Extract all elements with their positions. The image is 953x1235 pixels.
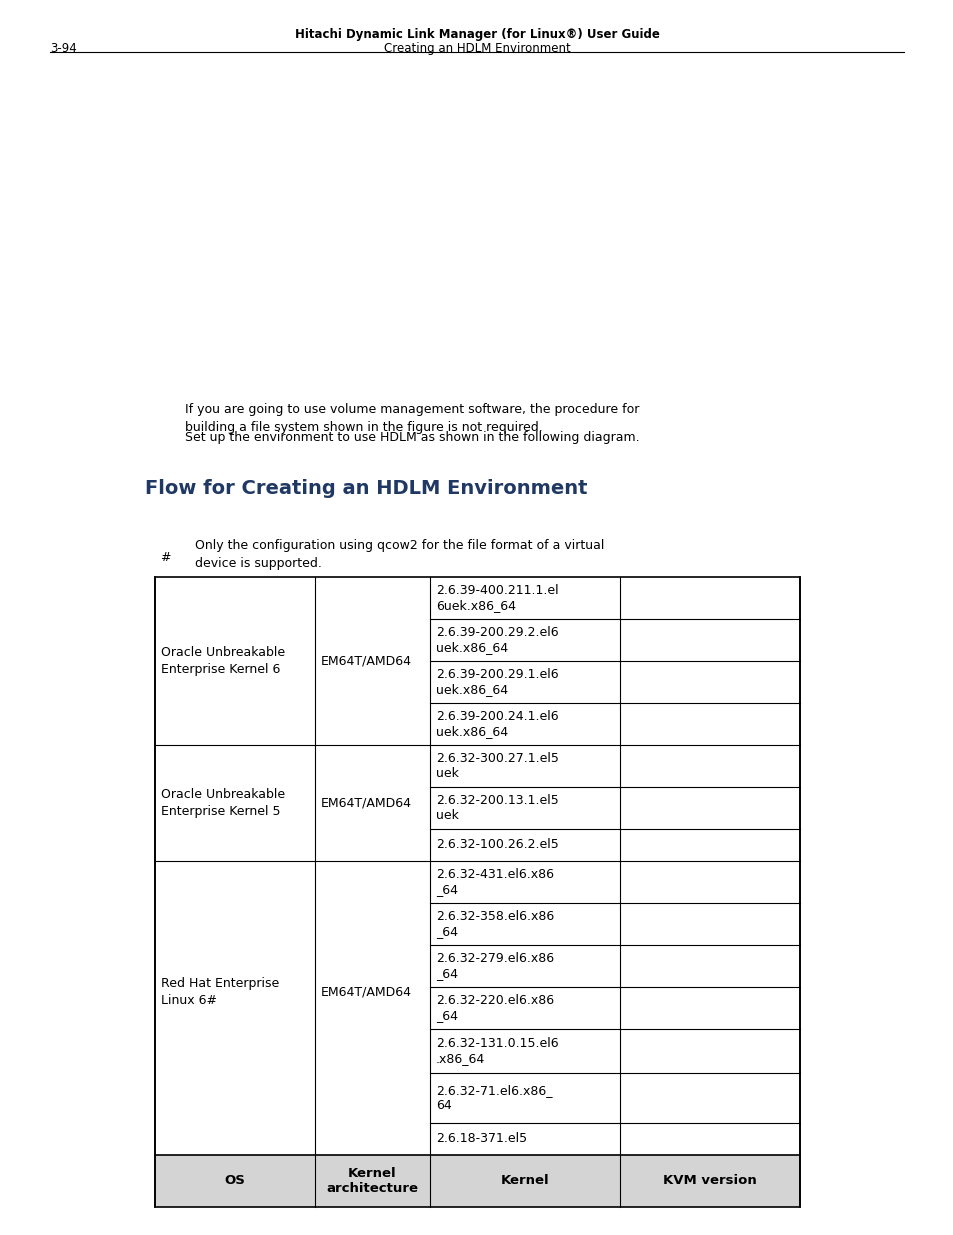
Text: 2.6.32-431.el6.x86
_64: 2.6.32-431.el6.x86 _64 bbox=[436, 868, 554, 897]
Text: 2.6.39-200.24.1.el6
uek.x86_64: 2.6.39-200.24.1.el6 uek.x86_64 bbox=[436, 710, 558, 739]
Bar bbox=[154, 1155, 800, 1207]
Text: Set up the environment to use HDLM as shown in the following diagram.: Set up the environment to use HDLM as sh… bbox=[185, 431, 639, 445]
Text: 2.6.32-279.el6.x86
_64: 2.6.32-279.el6.x86 _64 bbox=[436, 952, 554, 981]
Text: #: # bbox=[160, 551, 171, 564]
Text: 2.6.18-371.el5: 2.6.18-371.el5 bbox=[436, 1132, 527, 1146]
Text: 3-94: 3-94 bbox=[50, 42, 76, 56]
Text: Creating an HDLM Environment: Creating an HDLM Environment bbox=[383, 42, 570, 56]
Text: Only the configuration using qcow2 for the file format of a virtual
device is su: Only the configuration using qcow2 for t… bbox=[194, 538, 604, 571]
Text: 2.6.32-220.el6.x86
_64: 2.6.32-220.el6.x86 _64 bbox=[436, 994, 554, 1023]
Text: Oracle Unbreakable
Enterprise Kernel 6: Oracle Unbreakable Enterprise Kernel 6 bbox=[161, 646, 285, 676]
Text: 2.6.32-71.el6.x86_
64: 2.6.32-71.el6.x86_ 64 bbox=[436, 1084, 552, 1112]
Text: OS: OS bbox=[224, 1174, 245, 1188]
Text: Hitachi Dynamic Link Manager (for Linux®) User Guide: Hitachi Dynamic Link Manager (for Linux®… bbox=[294, 28, 659, 41]
Text: 2.6.39-200.29.2.el6
uek.x86_64: 2.6.39-200.29.2.el6 uek.x86_64 bbox=[436, 626, 558, 655]
Text: EM64T/AMD64: EM64T/AMD64 bbox=[320, 655, 412, 667]
Text: 2.6.32-131.0.15.el6
.x86_64: 2.6.32-131.0.15.el6 .x86_64 bbox=[436, 1037, 558, 1065]
Text: EM64T/AMD64: EM64T/AMD64 bbox=[320, 986, 412, 999]
Bar bbox=[154, 577, 800, 1207]
Text: If you are going to use volume management software, the procedure for
building a: If you are going to use volume managemen… bbox=[185, 403, 639, 433]
Text: 2.6.39-200.29.1.el6
uek.x86_64: 2.6.39-200.29.1.el6 uek.x86_64 bbox=[436, 668, 558, 697]
Text: Red Hat Enterprise
Linux 6#: Red Hat Enterprise Linux 6# bbox=[161, 977, 279, 1007]
Text: 2.6.39-400.211.1.el
6uek.x86_64: 2.6.39-400.211.1.el 6uek.x86_64 bbox=[436, 584, 558, 613]
Text: 2.6.32-100.26.2.el5: 2.6.32-100.26.2.el5 bbox=[436, 839, 558, 851]
Text: Flow for Creating an HDLM Environment: Flow for Creating an HDLM Environment bbox=[145, 479, 587, 498]
Text: 2.6.32-200.13.1.el5
uek: 2.6.32-200.13.1.el5 uek bbox=[436, 794, 558, 823]
Text: EM64T/AMD64: EM64T/AMD64 bbox=[320, 797, 412, 809]
Text: 2.6.32-300.27.1.el5
uek: 2.6.32-300.27.1.el5 uek bbox=[436, 752, 558, 781]
Text: KVM version: KVM version bbox=[662, 1174, 756, 1188]
Text: Kernel
architecture: Kernel architecture bbox=[326, 1167, 418, 1195]
Bar bbox=[154, 577, 800, 1207]
Text: Kernel: Kernel bbox=[500, 1174, 549, 1188]
Text: 2.6.32-358.el6.x86
_64: 2.6.32-358.el6.x86 _64 bbox=[436, 910, 554, 939]
Text: Oracle Unbreakable
Enterprise Kernel 5: Oracle Unbreakable Enterprise Kernel 5 bbox=[161, 788, 285, 818]
